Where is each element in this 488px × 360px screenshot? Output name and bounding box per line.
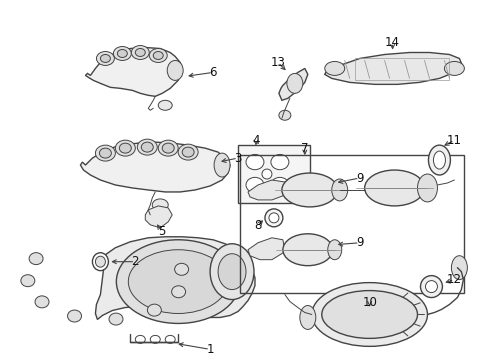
Ellipse shape	[417, 174, 437, 202]
Bar	[240, 155, 464, 293]
Polygon shape	[324, 53, 462, 84]
Polygon shape	[278, 68, 307, 100]
Ellipse shape	[35, 296, 49, 308]
Polygon shape	[85, 48, 182, 96]
Text: 13: 13	[270, 56, 285, 69]
Ellipse shape	[270, 177, 288, 193]
Ellipse shape	[425, 280, 437, 293]
Polygon shape	[247, 180, 287, 200]
Ellipse shape	[128, 250, 227, 314]
Ellipse shape	[135, 49, 145, 57]
Ellipse shape	[117, 50, 127, 58]
Ellipse shape	[150, 336, 160, 343]
Text: 2: 2	[131, 255, 139, 268]
Ellipse shape	[268, 213, 278, 223]
Text: 7: 7	[301, 141, 308, 155]
Ellipse shape	[21, 275, 35, 287]
Ellipse shape	[450, 256, 467, 280]
Ellipse shape	[171, 286, 185, 298]
Ellipse shape	[95, 145, 115, 161]
Ellipse shape	[286, 73, 302, 93]
Ellipse shape	[432, 151, 445, 169]
Ellipse shape	[444, 62, 464, 75]
Ellipse shape	[115, 140, 135, 156]
Ellipse shape	[283, 234, 332, 266]
Ellipse shape	[113, 46, 131, 60]
Ellipse shape	[99, 148, 111, 158]
Ellipse shape	[119, 143, 131, 153]
Ellipse shape	[245, 177, 264, 193]
Ellipse shape	[137, 139, 157, 155]
Ellipse shape	[141, 142, 153, 152]
Polygon shape	[95, 237, 254, 319]
Polygon shape	[247, 238, 285, 260]
Text: 9: 9	[355, 236, 363, 249]
Ellipse shape	[174, 263, 188, 275]
Polygon shape	[145, 206, 172, 228]
Ellipse shape	[245, 154, 264, 170]
Ellipse shape	[116, 240, 240, 323]
Ellipse shape	[262, 169, 271, 179]
Ellipse shape	[92, 253, 108, 271]
Text: 11: 11	[446, 134, 461, 147]
Ellipse shape	[278, 110, 290, 120]
Ellipse shape	[109, 313, 122, 325]
Ellipse shape	[364, 170, 424, 206]
Text: 4: 4	[252, 134, 259, 147]
Text: 8: 8	[254, 219, 261, 232]
Ellipse shape	[147, 304, 161, 316]
Ellipse shape	[158, 100, 172, 110]
Ellipse shape	[281, 173, 337, 207]
Text: 9: 9	[355, 171, 363, 185]
Ellipse shape	[29, 253, 43, 265]
Ellipse shape	[167, 60, 183, 80]
Ellipse shape	[96, 51, 114, 66]
Ellipse shape	[210, 244, 253, 300]
Ellipse shape	[153, 51, 163, 59]
Ellipse shape	[182, 147, 194, 157]
Ellipse shape	[100, 54, 110, 62]
Ellipse shape	[162, 143, 174, 153]
Text: 5: 5	[158, 225, 165, 238]
Ellipse shape	[95, 256, 105, 267]
Text: 10: 10	[362, 296, 376, 309]
Ellipse shape	[420, 276, 442, 298]
Ellipse shape	[152, 199, 168, 211]
Ellipse shape	[324, 62, 344, 75]
Text: 1: 1	[206, 343, 213, 356]
Ellipse shape	[165, 336, 175, 343]
Ellipse shape	[178, 144, 198, 160]
Ellipse shape	[270, 154, 288, 170]
Text: 12: 12	[446, 273, 461, 286]
Ellipse shape	[327, 240, 341, 260]
Ellipse shape	[67, 310, 81, 322]
Ellipse shape	[135, 336, 145, 343]
Bar	[238, 145, 309, 203]
Ellipse shape	[311, 283, 427, 346]
Bar	[354, 58, 448, 80]
Ellipse shape	[299, 306, 315, 329]
Text: 3: 3	[234, 152, 241, 165]
Ellipse shape	[331, 179, 347, 201]
Ellipse shape	[131, 45, 149, 59]
Ellipse shape	[158, 140, 178, 156]
Ellipse shape	[264, 209, 283, 227]
Ellipse shape	[218, 254, 245, 289]
Ellipse shape	[149, 49, 167, 62]
Text: 6: 6	[209, 66, 216, 79]
Ellipse shape	[427, 145, 449, 175]
Polygon shape	[81, 142, 229, 192]
Ellipse shape	[321, 291, 417, 338]
Ellipse shape	[214, 153, 229, 177]
Text: 14: 14	[384, 36, 399, 49]
